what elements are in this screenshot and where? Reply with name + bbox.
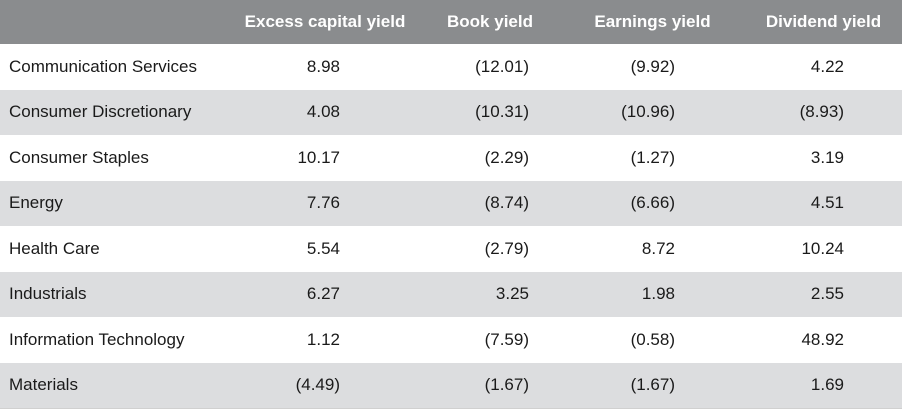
- sector-label: Health Care: [9, 238, 100, 258]
- header-dividend-yield: Dividend yield: [765, 12, 882, 31]
- header-sector: [0, 0, 230, 44]
- earnings-yield-value: (10.96): [621, 102, 675, 122]
- header-row: Excess capital yield Book yield Earnings…: [0, 0, 902, 44]
- sector-label: Communication Services: [9, 56, 198, 76]
- excess-capital-yield-value: 6.27: [306, 284, 340, 304]
- table-row: Information Technology 1.12 (7.59) (0.58…: [0, 317, 902, 363]
- sector-label: Consumer Discretionary: [9, 102, 192, 122]
- header-book-yield: Book yield: [447, 12, 533, 31]
- sector-label: Industrials: [9, 284, 87, 304]
- book-yield-value: 3.25: [495, 284, 529, 304]
- dividend-yield-value: 3.19: [810, 147, 844, 167]
- book-yield-value: (2.29): [484, 147, 529, 167]
- earnings-yield-value: 1.98: [641, 284, 675, 304]
- excess-capital-yield-value: 5.54: [306, 238, 340, 258]
- excess-capital-yield-value: 7.76: [306, 193, 340, 213]
- sector-label: Consumer Staples: [9, 147, 149, 167]
- dividend-yield-value: 48.92: [801, 329, 844, 349]
- dividend-yield-value: 4.22: [810, 56, 844, 76]
- dividend-yield-value: 4.51: [810, 193, 844, 213]
- book-yield-value: (1.67): [420, 362, 560, 409]
- dividend-yield-value: 2.55: [810, 284, 844, 304]
- sector-label: Energy: [9, 193, 63, 213]
- header-excess-capital-yield: Excess capital yield: [244, 12, 406, 31]
- table-row: Consumer Discretionary 4.08 (10.31) (10.…: [0, 89, 902, 135]
- table-row: Health Care 5.54 (2.79) 8.72 10.24: [0, 226, 902, 272]
- excess-capital-yield-value: 4.08: [306, 102, 340, 122]
- book-yield-value: (2.79): [484, 238, 529, 258]
- excess-capital-yield-value: 8.98: [306, 56, 340, 76]
- earnings-yield-value: (0.58): [630, 329, 675, 349]
- earnings-yield-value: 8.72: [641, 238, 675, 258]
- sector-label: Materials: [0, 362, 230, 409]
- book-yield-value: (12.01): [475, 56, 529, 76]
- dividend-yield-value: 1.69: [745, 362, 902, 409]
- table-row: Communication Services 8.98 (12.01) (9.9…: [0, 44, 902, 90]
- excess-capital-yield-value: 10.17: [297, 147, 340, 167]
- header-earnings-yield: Earnings yield: [594, 12, 711, 31]
- earnings-yield-value: (6.66): [630, 193, 675, 213]
- book-yield-value: (10.31): [475, 102, 529, 122]
- dividend-yield-value: (8.93): [799, 102, 844, 122]
- book-yield-value: (7.59): [484, 329, 529, 349]
- excess-capital-yield-value: (4.49): [230, 362, 420, 409]
- earnings-yield-value: (1.27): [630, 147, 675, 167]
- table-row: Materials (4.49) (1.67) (1.67) 1.69: [0, 362, 902, 409]
- table-row: Energy 7.76 (8.74) (6.66) 4.51: [0, 180, 902, 226]
- table-row: Industrials 6.27 3.25 1.98 2.55: [0, 271, 902, 317]
- dividend-yield-value: 10.24: [801, 238, 844, 258]
- book-yield-value: (8.74): [484, 193, 529, 213]
- earnings-yield-value: (1.67): [560, 362, 745, 409]
- sector-label: Information Technology: [9, 329, 185, 349]
- table-row: Consumer Staples 10.17 (2.29) (1.27) 3.1…: [0, 135, 902, 181]
- excess-capital-yield-value: 1.12: [306, 329, 340, 349]
- earnings-yield-value: (9.92): [630, 56, 675, 76]
